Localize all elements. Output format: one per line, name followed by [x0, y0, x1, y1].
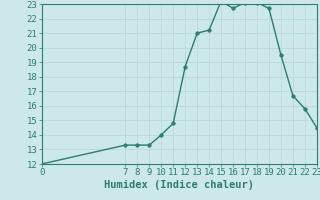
X-axis label: Humidex (Indice chaleur): Humidex (Indice chaleur) [104, 180, 254, 190]
